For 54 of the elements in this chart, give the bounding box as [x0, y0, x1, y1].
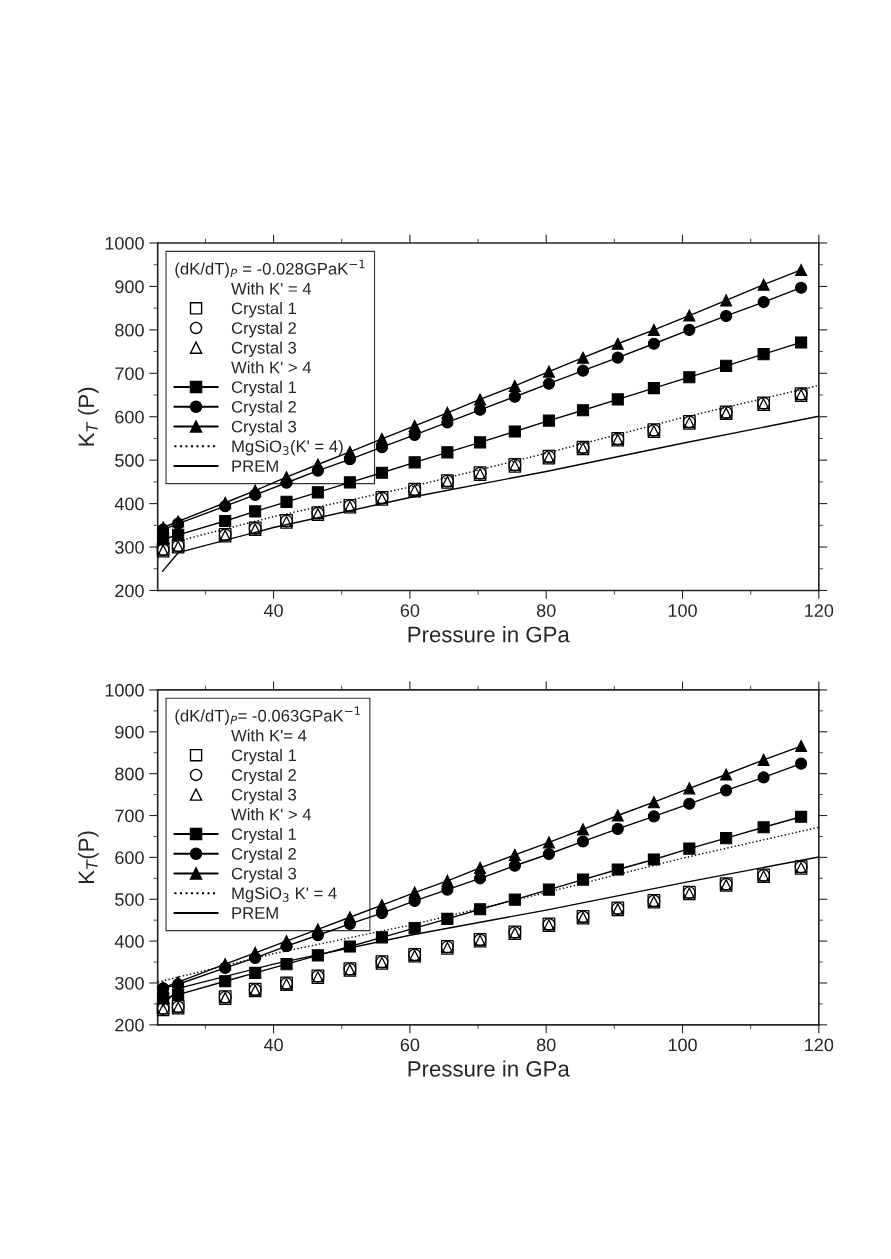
- x-tick-label: 100: [668, 604, 697, 617]
- legend-label: Crystal 2: [231, 400, 296, 417]
- annotation: With K' = 4: [231, 282, 312, 295]
- x-tick-label: 60: [400, 1038, 420, 1052]
- legend-label: Crystal 1: [231, 302, 296, 318]
- x-tick-label: 40: [263, 1038, 283, 1052]
- y-tick-label: 400: [114, 935, 144, 948]
- legend-label: Crystal 3: [231, 420, 297, 436]
- y-tick-label: 900: [115, 280, 144, 294]
- y-tick-label: 900: [115, 725, 144, 739]
- legend-label: Crystal 1: [231, 748, 296, 765]
- x-tick-label: 40: [263, 604, 283, 617]
- y-tick-label: 300: [115, 540, 144, 554]
- y-axis-title: K$_{T}$ (P): [77, 387, 99, 446]
- annotation: With K'= 4: [231, 729, 307, 742]
- legend-label: Crystal 3: [231, 867, 297, 883]
- x-tick-label: 80: [536, 604, 556, 617]
- y-tick-label: 500: [115, 893, 144, 906]
- legend-label: Crystal 2: [231, 321, 296, 338]
- legend-title: (dK/dT)$_{P}$ = -0.028GPaK$^{−1}$: [175, 259, 365, 278]
- y-tick-label: 800: [115, 323, 144, 337]
- legend-label: PREM: [232, 460, 278, 472]
- legend-label: Crystal 2: [231, 768, 296, 785]
- y-tick-label: 200: [115, 584, 144, 598]
- legend-label: Crystal 3: [231, 788, 297, 804]
- legend-label: Crystal 1: [231, 380, 296, 397]
- y-tick-label: 700: [115, 367, 144, 381]
- y-axis-title: K$_{T}$(P): [77, 831, 99, 883]
- x-tick-label: 80: [536, 1038, 556, 1052]
- y-tick-label: 1000: [105, 236, 144, 250]
- x-tick-label: 120: [805, 604, 834, 617]
- y-tick-label: 400: [114, 497, 144, 511]
- x-axis-title: Pressure in GPa: [408, 626, 570, 643]
- legend-title: (dK/dT)$_{P}$= -0.063GPaK$^{−1}$: [175, 706, 360, 725]
- legend-label: MgSiO$_{3}$(K' = 4): [232, 439, 343, 456]
- y-tick-label: 500: [115, 454, 144, 467]
- y-tick-label: 200: [115, 1018, 144, 1032]
- y-tick-label: 1000: [105, 683, 144, 697]
- x-tick-label: 60: [400, 604, 420, 617]
- y-tick-label: 600: [115, 851, 144, 865]
- x-axis-title: Pressure in GPa: [408, 1060, 570, 1077]
- legend-label: MgSiO$_{3}$ K' = 4: [232, 886, 337, 903]
- x-tick-label: 120: [805, 1038, 834, 1052]
- annotation: With K' > 4: [231, 808, 312, 821]
- legend-label: Crystal 1: [231, 827, 296, 844]
- y-tick-label: 300: [115, 976, 144, 990]
- legend-label: Crystal 3: [231, 341, 297, 357]
- y-tick-label: 800: [115, 767, 144, 781]
- legend-label: Crystal 2: [231, 847, 296, 864]
- x-tick-label: 100: [668, 1038, 697, 1052]
- legend-label: PREM: [232, 907, 278, 919]
- y-tick-label: 600: [115, 410, 144, 424]
- annotation: With K' > 4: [231, 361, 312, 374]
- y-tick-label: 700: [115, 809, 144, 823]
